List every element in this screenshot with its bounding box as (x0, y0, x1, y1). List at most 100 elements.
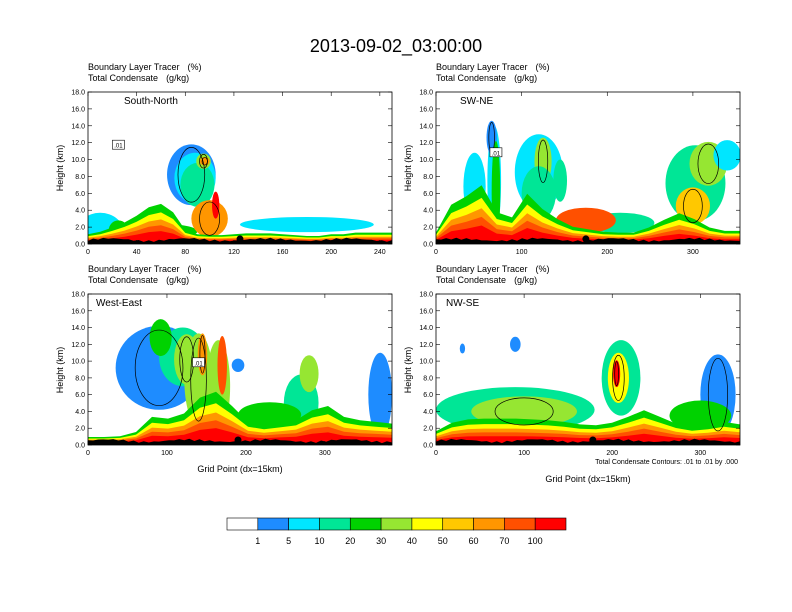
y-tick-label: 2.0 (75, 426, 85, 433)
y-tick-label: 6.0 (75, 191, 85, 198)
y-tick-label: 0.0 (75, 443, 85, 450)
contour-fill (613, 360, 621, 388)
condensate-contour (190, 337, 207, 422)
field-units: (%) (188, 62, 202, 72)
colorbar-label: 1 (255, 536, 260, 546)
panel-header-overlay: Total Condensate (g/kg) (436, 275, 537, 285)
contour-fill (149, 319, 172, 357)
colorbar-label: 50 (438, 536, 448, 546)
condensate-contour (199, 335, 206, 374)
y-axis-label: Height (km) (55, 347, 65, 394)
contour-label-box (192, 357, 205, 368)
contour-fill (238, 402, 302, 428)
y-tick-label: 18.0 (71, 90, 85, 97)
colorbar-label: 5 (286, 536, 291, 546)
x-tick-label: 160 (277, 249, 289, 256)
y-axis-label: Height (km) (55, 145, 65, 192)
plot-frame (435, 293, 741, 446)
x-tick-label: 200 (606, 450, 618, 457)
contour-fill (368, 352, 392, 437)
y-tick-label: 10.0 (71, 359, 85, 366)
condensate-contour (612, 354, 625, 401)
x-tick-label: 100 (516, 249, 528, 256)
overlay-units: (g/kg) (514, 275, 537, 285)
contour-label: .01 (492, 151, 501, 157)
y-tick-label: 16.0 (71, 308, 85, 315)
condensate-contour (537, 139, 549, 183)
panel-header-overlay: Total Condensate (g/kg) (88, 275, 189, 285)
contour-label: .01 (114, 144, 123, 150)
colorbar-label: 40 (407, 536, 417, 546)
contour-label-box (489, 147, 503, 158)
overlay-name: Total Condensate (88, 73, 158, 83)
overlay-units: (g/kg) (166, 275, 189, 285)
overlay-units: (g/kg) (514, 73, 537, 83)
y-tick-label: 2.0 (75, 225, 85, 232)
colorbar-box (319, 517, 351, 531)
location-marker (236, 235, 244, 243)
panel-nw-se: Boundary Layer Tracer (%) Total Condensat… (403, 264, 741, 484)
x-tick-label: 300 (687, 249, 699, 256)
plot-area-nw-se: 0.0 2.0 4.0 6.0 8.0 10.0 12.0 14.0 16.0 18.0 0 100 2… (419, 292, 741, 457)
panel-header-overlay: Total Condensate (g/kg) (88, 73, 189, 83)
condensate-contour (177, 147, 206, 203)
condensate-contour (683, 188, 703, 224)
panel-header-overlay: Total Condensate (g/kg) (436, 73, 537, 83)
contour-fill (553, 159, 568, 202)
contour-fill (199, 157, 210, 166)
y-tick-label: 12.0 (71, 140, 85, 147)
figure-title: 2013-09-02_03:00:00 (310, 36, 482, 57)
condensate-contour (199, 201, 220, 236)
contour-fill (217, 335, 227, 395)
y-tick-label: 2.0 (423, 225, 433, 232)
x-tick-label: 0 (434, 450, 438, 457)
x-tick-label: 0 (86, 450, 90, 457)
colorbar-box (349, 517, 382, 531)
boundary-layer-band (88, 428, 392, 445)
panel-name: NW-SE (446, 298, 479, 309)
field-name: Boundary Layer Tracer (436, 264, 528, 274)
location-marker (589, 436, 597, 444)
overlay-units: (g/kg) (166, 73, 189, 83)
colorbar-box (411, 517, 444, 531)
contour-note: Total Condensate Contours: .01 to .01 by… (595, 459, 738, 466)
contour-fill (299, 355, 319, 393)
y-tick-label: 12.0 (419, 140, 433, 147)
contour-fill (240, 216, 374, 233)
y-tick-label: 16.0 (419, 106, 433, 113)
plot-area-sw-ne: .01 0.0 2.0 4.0 6.0 8.0 10.0 12.0 14.0 16.0 18.0 0 1… (419, 90, 741, 256)
colorbar-box (442, 517, 474, 531)
colorbar-label: 30 (376, 536, 386, 546)
plot-clip: .01 (436, 120, 740, 244)
panel-header-field: Boundary Layer Tracer (%) (436, 62, 550, 72)
x-tick-label: 200 (240, 450, 252, 457)
contour-fill (459, 343, 466, 354)
contour-fill (231, 358, 245, 373)
y-tick-label: 14.0 (419, 325, 433, 332)
condensate-contour (614, 361, 619, 387)
panel-name: South-North (124, 96, 178, 107)
colorbar-box (534, 517, 567, 531)
plot-clip: .01 (88, 319, 392, 445)
colorbar-box (288, 517, 320, 531)
plot-frame (87, 91, 393, 245)
x-axis-label: Grid Point (dx=15km) (197, 464, 282, 474)
condensate-contour (134, 329, 184, 406)
y-tick-label: 4.0 (423, 409, 433, 416)
y-tick-label: 16.0 (71, 106, 85, 113)
field-units: (%) (188, 264, 202, 274)
plot-clip (436, 336, 740, 445)
contour-fill (510, 336, 521, 352)
panel-header-field: Boundary Layer Tracer (%) (88, 62, 202, 72)
x-tick-label: 40 (133, 249, 141, 256)
x-tick-label: 300 (319, 450, 331, 457)
y-tick-label: 0.0 (75, 242, 85, 249)
x-tick-label: 0 (434, 249, 438, 256)
overlay-name: Total Condensate (88, 275, 158, 285)
panel-name: West-East (96, 298, 142, 309)
field-units: (%) (536, 264, 550, 274)
x-tick-label: 120 (228, 249, 240, 256)
condensate-contour (697, 143, 720, 184)
y-tick-label: 18.0 (71, 292, 85, 299)
